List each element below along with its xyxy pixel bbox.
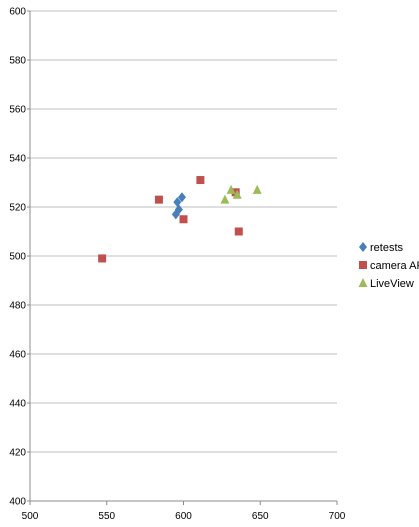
y-tick-label: 420 bbox=[9, 448, 26, 459]
point-retests bbox=[173, 197, 182, 208]
point-camera-af bbox=[196, 176, 205, 185]
x-tick-label: 600 bbox=[175, 511, 192, 522]
point-retests bbox=[177, 192, 186, 203]
legend-label-camera-af: camera AF bbox=[370, 260, 419, 272]
point-retests bbox=[174, 204, 183, 215]
y-tick-label: 560 bbox=[9, 105, 26, 116]
y-tick-labels: 400 420 440 460 480 500 520 540 560 580 600 bbox=[9, 7, 26, 508]
y-tick-label: 500 bbox=[9, 252, 26, 263]
point-liveview bbox=[226, 184, 236, 194]
y-tick-label: 520 bbox=[9, 203, 26, 214]
y-tick-label: 400 bbox=[9, 497, 26, 508]
y-tick-label: 440 bbox=[9, 399, 26, 410]
legend: retests camera AF LiveView bbox=[358, 242, 419, 290]
legend-label-liveview: LiveView bbox=[370, 278, 414, 290]
x-tick-label: 550 bbox=[98, 511, 115, 522]
point-liveview bbox=[232, 189, 242, 199]
y-tick-label: 480 bbox=[9, 301, 26, 312]
point-camera-af bbox=[231, 188, 240, 197]
x-tick-labels: 500 550 600 650 700 bbox=[22, 511, 346, 522]
point-liveview bbox=[220, 194, 230, 204]
x-tick-label: 700 bbox=[329, 511, 346, 522]
y-tick-label: 460 bbox=[9, 350, 26, 361]
gridlines bbox=[30, 10, 337, 453]
y-tick-label: 600 bbox=[9, 7, 26, 18]
legend-marker-camera-af bbox=[359, 261, 367, 269]
axes bbox=[27, 10, 338, 505]
legend-label-retests: retests bbox=[370, 242, 404, 254]
y-tick-label: 580 bbox=[9, 56, 26, 67]
y-tick-label: 540 bbox=[9, 154, 26, 165]
data-points bbox=[98, 176, 262, 263]
point-liveview bbox=[252, 184, 262, 194]
point-camera-af bbox=[98, 254, 107, 263]
legend-marker-retests bbox=[359, 242, 367, 252]
legend-marker-liveview bbox=[358, 278, 368, 287]
x-tick-label: 650 bbox=[252, 511, 269, 522]
point-camera-af bbox=[154, 195, 163, 204]
point-camera-af bbox=[179, 215, 188, 224]
x-tick-label: 500 bbox=[22, 511, 39, 522]
point-camera-af bbox=[234, 227, 243, 236]
